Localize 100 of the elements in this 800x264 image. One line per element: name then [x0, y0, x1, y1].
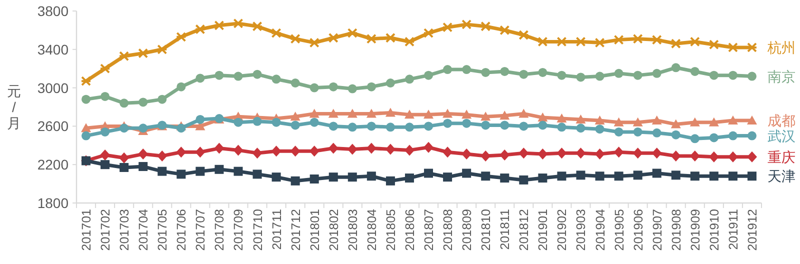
- point: [176, 170, 186, 179]
- point: [404, 36, 415, 47]
- point: [652, 68, 662, 78]
- point: [576, 114, 586, 124]
- point: [176, 124, 186, 133]
- point: [594, 38, 606, 48]
- point: [404, 174, 414, 183]
- point: [308, 38, 320, 48]
- x-tick-label: 201912: [745, 208, 760, 251]
- point: [671, 63, 680, 72]
- point: [138, 162, 148, 172]
- x-tick-label: 201712: [288, 208, 303, 251]
- point: [708, 151, 719, 162]
- point: [556, 148, 567, 159]
- point: [690, 134, 700, 144]
- point: [272, 172, 281, 182]
- point: [100, 127, 110, 136]
- x-tick-label: 201708: [212, 208, 227, 251]
- point: [538, 120, 548, 130]
- point: [348, 172, 357, 182]
- point: [156, 44, 168, 54]
- x-tick-label: 201905: [612, 208, 626, 251]
- point: [746, 42, 758, 52]
- point: [480, 21, 492, 32]
- point: [424, 122, 434, 131]
- point: [671, 130, 680, 140]
- point: [575, 36, 586, 47]
- point: [138, 98, 148, 107]
- point: [462, 65, 472, 74]
- point: [119, 152, 130, 164]
- x-tick-label: 201811: [498, 208, 512, 250]
- point: [462, 168, 472, 178]
- point: [690, 172, 700, 181]
- point: [480, 150, 491, 162]
- point: [310, 83, 319, 92]
- series-label: 天津: [768, 168, 796, 184]
- point: [384, 32, 396, 43]
- point: [386, 176, 395, 186]
- x-tick-label: 201706: [174, 208, 189, 251]
- point: [272, 74, 281, 84]
- point: [157, 150, 168, 162]
- point: [633, 170, 642, 180]
- series-label: 武汉: [768, 128, 796, 144]
- x-tick-label: 201810: [479, 208, 494, 251]
- x-tick-label: 201902: [555, 208, 570, 251]
- x-tick-label: 201702: [98, 208, 113, 251]
- point: [747, 72, 756, 81]
- point: [404, 110, 414, 119]
- point: [233, 144, 244, 156]
- y-axis-title: 元/月: [7, 83, 21, 131]
- point: [442, 22, 454, 32]
- x-tick-label: 201809: [460, 208, 474, 251]
- point: [347, 144, 358, 155]
- point: [252, 70, 262, 79]
- point: [158, 94, 167, 104]
- point: [556, 36, 568, 47]
- point: [81, 123, 92, 132]
- point: [120, 124, 129, 133]
- x-tick-label: 201705: [156, 208, 170, 251]
- point: [632, 148, 643, 159]
- point: [120, 98, 129, 108]
- point: [310, 174, 319, 184]
- point: [404, 74, 414, 84]
- point: [290, 112, 300, 121]
- point: [500, 66, 510, 76]
- point: [347, 108, 358, 118]
- x-tick-label: 201804: [364, 208, 379, 251]
- x-tick-label: 201908: [669, 208, 684, 251]
- point: [633, 70, 642, 80]
- point: [500, 150, 510, 160]
- point: [328, 32, 339, 43]
- point: [252, 148, 262, 159]
- x-tick-label: 201812: [517, 208, 532, 251]
- point: [385, 144, 396, 155]
- x-tick-label: 201807: [422, 208, 436, 251]
- point: [519, 122, 528, 131]
- point: [500, 174, 510, 183]
- point: [481, 172, 490, 181]
- point: [690, 66, 700, 76]
- point: [271, 146, 282, 157]
- x-tick-label: 201806: [402, 208, 417, 251]
- point: [595, 124, 604, 134]
- point: [481, 68, 490, 77]
- x-tick-label: 201909: [688, 208, 702, 251]
- point: [595, 172, 604, 181]
- point: [290, 146, 300, 157]
- point: [690, 117, 700, 126]
- series-label: 重庆: [768, 148, 796, 165]
- point: [138, 148, 148, 160]
- point: [100, 92, 110, 101]
- point: [614, 117, 624, 126]
- point: [614, 172, 624, 181]
- point: [138, 124, 148, 133]
- point: [118, 51, 130, 62]
- point: [728, 70, 738, 80]
- point: [481, 120, 490, 130]
- point: [176, 146, 186, 158]
- point: [348, 84, 357, 94]
- point: [652, 128, 662, 138]
- x-tick-label: 201903: [574, 208, 588, 251]
